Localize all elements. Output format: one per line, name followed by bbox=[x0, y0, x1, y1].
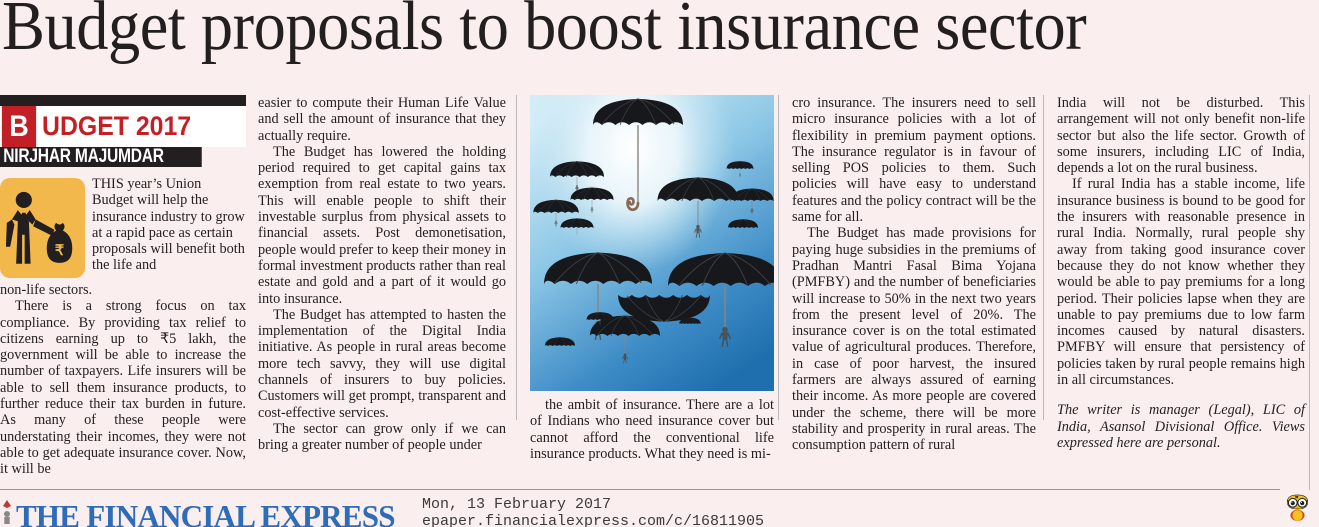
svg-text:₹: ₹ bbox=[55, 243, 64, 259]
